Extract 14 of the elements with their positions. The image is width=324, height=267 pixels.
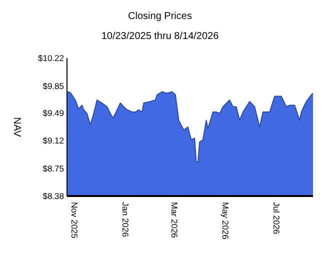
y-axis-title: NAV: [11, 117, 22, 138]
x-tick-label: Mar 2026: [170, 202, 180, 238]
x-tick-label: May 2026: [220, 202, 230, 240]
y-tick-label: $8.38: [42, 191, 64, 201]
chart-title: Closing Prices: [128, 11, 192, 22]
y-tick-label: $9.12: [42, 136, 64, 146]
y-tick-label: $10.22: [38, 53, 64, 63]
y-tick-label: $9.49: [42, 108, 64, 118]
x-tick-label: Jan 2026: [120, 202, 130, 238]
chart-subtitle: 10/23/2025 thru 8/14/2026: [101, 31, 220, 42]
y-tick-label: $8.75: [42, 163, 64, 174]
x-tick-label: Nov 2025: [70, 202, 80, 239]
y-tick-label: $9.85: [42, 80, 64, 91]
x-tick-label: Jul 2026: [271, 202, 282, 234]
